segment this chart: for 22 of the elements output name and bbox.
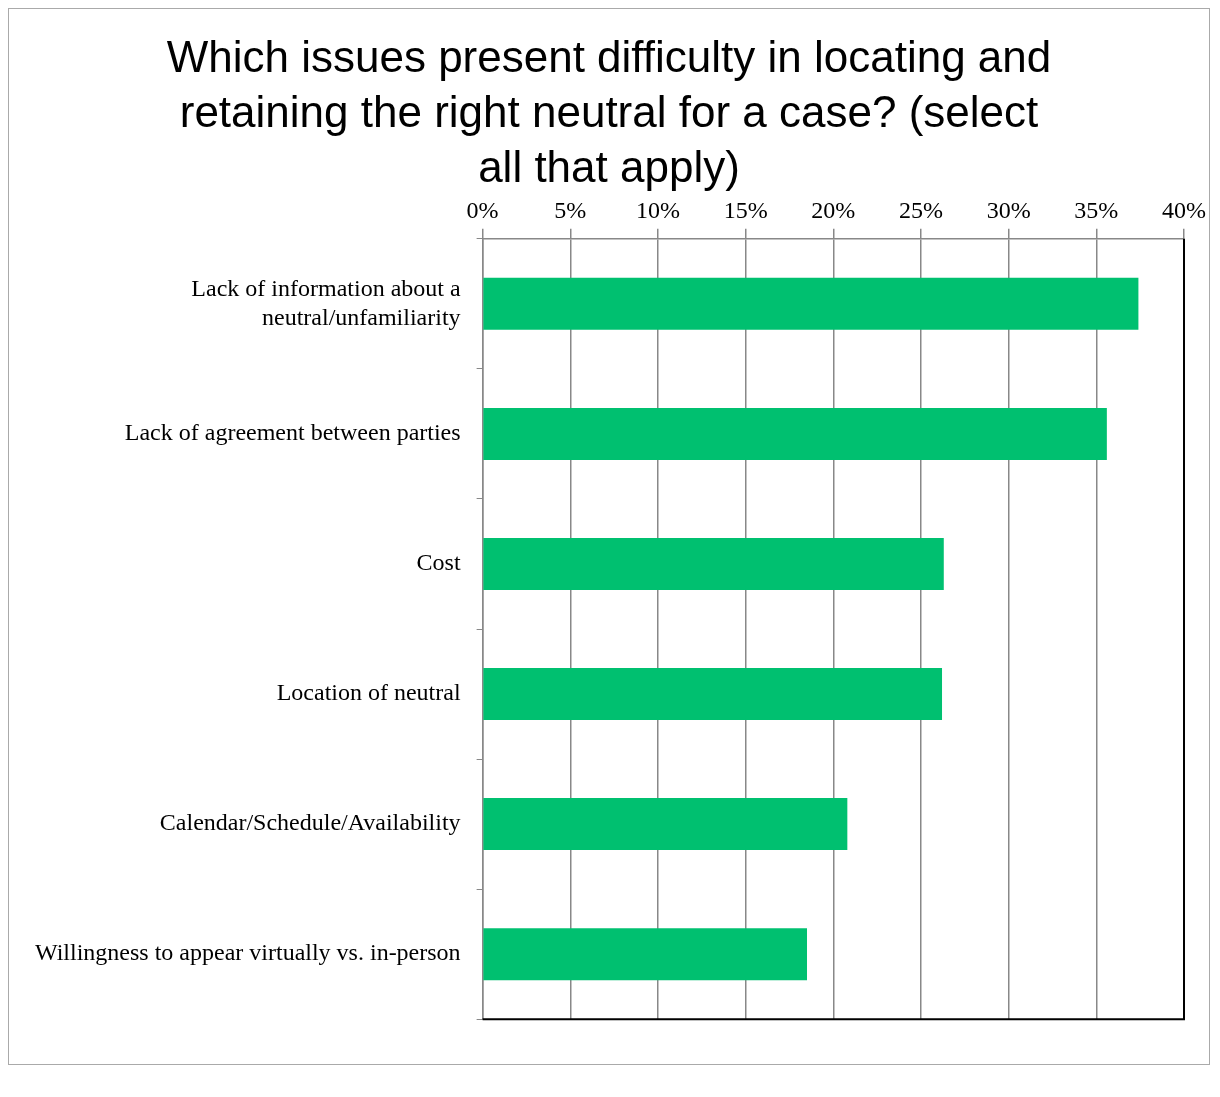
y-tick-label: Willingness to appear virtually vs. in-person (34, 939, 461, 966)
y-tick-label: Calendar/Schedule/Availability (159, 809, 461, 836)
y-tick-label: Lack of agreement between parties (124, 419, 461, 446)
bar (483, 668, 943, 721)
x-tick-label: 30% (986, 196, 1031, 223)
bar (483, 928, 808, 981)
x-tick-label: 0% (466, 196, 499, 223)
x-tick-label: 20% (811, 196, 856, 223)
bar (483, 277, 1139, 330)
bar (483, 537, 944, 590)
y-tick-label: Cost (416, 549, 461, 576)
x-tick-label: 5% (554, 196, 587, 223)
bar (483, 407, 1107, 460)
x-tick-label: 25% (898, 196, 943, 223)
y-tick-label: Location of neutral (276, 679, 461, 706)
bar (483, 798, 848, 851)
x-tick-label: 10% (635, 196, 680, 223)
x-tick-label: 40% (1162, 196, 1206, 223)
chart-title: Which issues present difficulty in locating and retaining the right neutral for a case? (select all that apply) (165, 31, 1053, 193)
x-tick-label: 35% (1074, 196, 1119, 223)
y-tick-label: Lack of information about a neutral/unfamiliarity (191, 274, 461, 330)
x-tick-label: 15% (723, 196, 768, 223)
